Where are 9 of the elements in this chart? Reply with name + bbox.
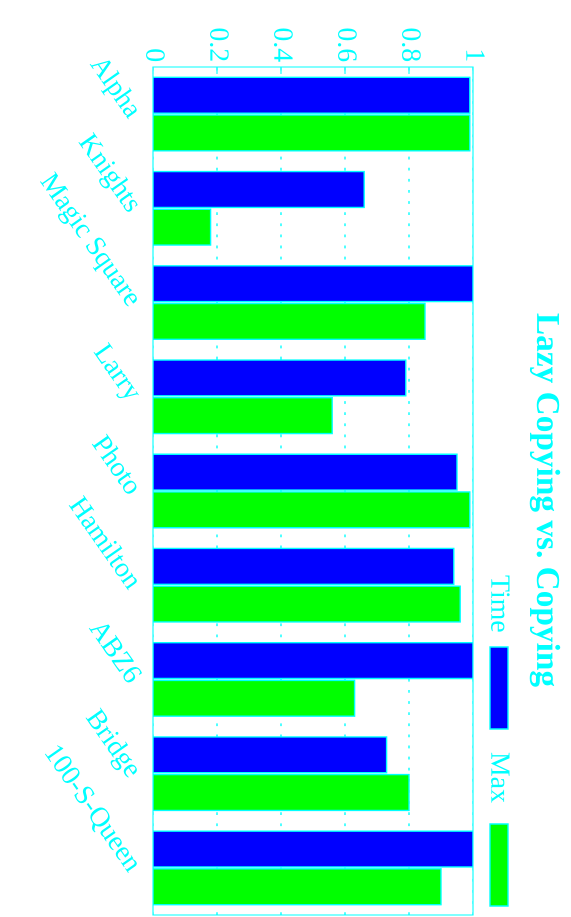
- x-tick-label: 0.4: [274, 28, 293, 62]
- x-tick-label: 1: [466, 50, 485, 60]
- x-tick-label: 0: [146, 49, 165, 62]
- text: Time: [491, 576, 510, 632]
- x-tick-label: 0.6: [338, 28, 357, 62]
- text: Lazy Copying vs. Copying: [530, 313, 560, 687]
- x-tick-label: 0.2: [210, 28, 229, 61]
- text: Max: [491, 752, 510, 803]
- x-tick-label: 0.8: [402, 28, 421, 62]
